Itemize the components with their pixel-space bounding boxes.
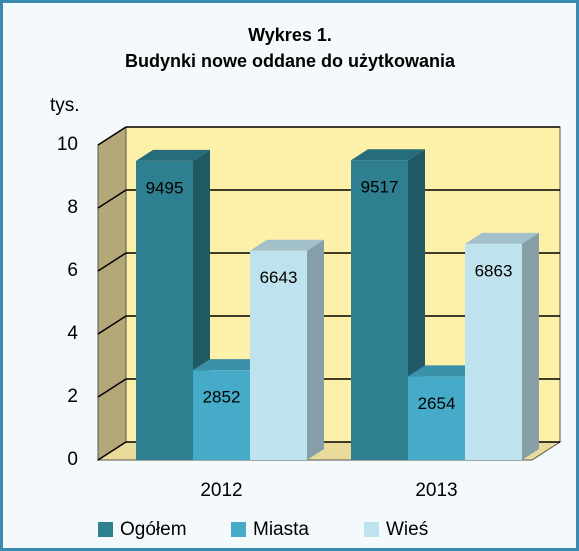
bar-top — [351, 149, 425, 161]
y-tick-label: 2 — [67, 386, 78, 407]
legend-label: Miasta — [253, 519, 309, 540]
bar — [136, 160, 193, 460]
bar-top — [193, 359, 267, 371]
y-tick-label: 4 — [67, 323, 78, 344]
x-tick-label: 2013 — [415, 480, 457, 501]
bar-top — [408, 365, 482, 377]
bar-side — [307, 239, 324, 460]
y-tick-label: 10 — [57, 134, 78, 155]
grid-line — [97, 378, 127, 398]
bar — [465, 243, 522, 460]
bar — [351, 160, 408, 461]
bar — [250, 250, 307, 460]
bar-side — [522, 232, 539, 460]
bar — [408, 376, 465, 460]
y-axis-label: tys. — [50, 95, 80, 116]
data-label: 9495 — [146, 178, 184, 197]
y-tick-label: 0 — [67, 449, 78, 470]
data-label: 9517 — [361, 178, 399, 197]
y-tick-label: 8 — [67, 197, 78, 218]
legend-label: Wieś — [386, 519, 428, 540]
data-label: 6643 — [260, 268, 298, 287]
grid-line — [97, 315, 127, 335]
grid-line — [97, 441, 127, 461]
grid-line — [97, 189, 127, 209]
chart-title: Wykres 1. — [248, 25, 332, 45]
data-label: 6863 — [475, 261, 513, 280]
grid-line — [97, 252, 127, 272]
bar-top — [250, 239, 324, 251]
x-tick-label: 2012 — [200, 480, 242, 501]
bar-top — [136, 149, 210, 161]
legend-swatch — [364, 522, 379, 537]
legend-swatch — [231, 522, 246, 537]
bar — [193, 370, 250, 460]
legend-label: Ogółem — [120, 519, 187, 540]
chart-subtitle: Budynki nowe oddane do użytkowania — [125, 51, 456, 71]
legend-swatch — [98, 522, 113, 537]
grid-line — [97, 126, 127, 146]
data-label: 2654 — [418, 394, 456, 413]
bar-top — [465, 232, 539, 244]
y-tick-label: 6 — [67, 260, 78, 281]
data-label: 2852 — [203, 388, 241, 407]
left-wall — [97, 126, 127, 461]
